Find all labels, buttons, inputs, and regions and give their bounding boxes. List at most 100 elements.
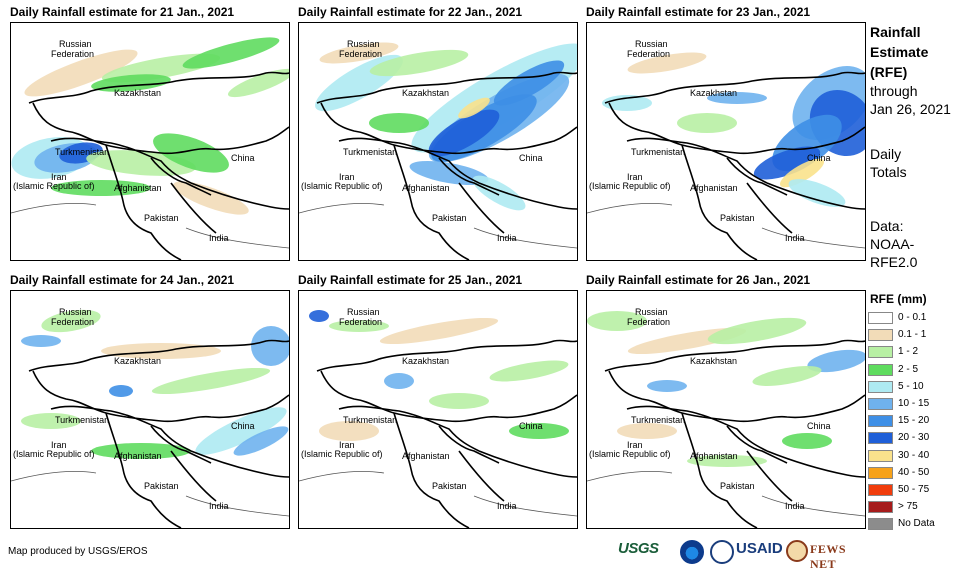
rainfall-area — [384, 373, 414, 389]
country-border — [587, 203, 673, 214]
rainfall-area — [24, 49, 138, 97]
legend-label: 5 - 10 — [898, 380, 924, 392]
country-border — [604, 71, 865, 104]
country-label: Afghanistan — [690, 183, 738, 193]
rainfall-area — [647, 380, 687, 392]
panel-25-jan: Daily Rainfall estimate for 25 Jan., 202… — [298, 271, 578, 529]
map-credit: Map produced by USGS/EROS — [8, 546, 148, 557]
country-border — [105, 144, 182, 260]
rainfall-area — [319, 421, 379, 441]
country-label: Kazakhstan — [114, 88, 161, 98]
totals-line: Daily — [870, 146, 902, 162]
rainfall-area — [21, 413, 81, 429]
rainfall-area — [409, 160, 489, 186]
country-label: Federation — [51, 49, 94, 59]
rainfall-area — [602, 95, 652, 111]
rainfall-area — [677, 113, 737, 133]
rainfall-map: Russian Federation Kazakhstan Turkmenistan C… — [586, 22, 866, 261]
country-border — [50, 405, 192, 452]
panel-23-jan: Daily Rainfall estimate for 23 Jan., 202… — [586, 3, 866, 261]
country-border — [150, 157, 212, 196]
noaa-logo — [680, 540, 704, 564]
country-border — [28, 339, 289, 372]
rainfall-area — [788, 179, 846, 207]
period-text: through Jan 26, 2021 — [870, 82, 951, 118]
country-border — [50, 137, 192, 184]
rainfall-map: Russian Federation Kazakhstan Turkmenistan C… — [298, 22, 578, 261]
country-border — [608, 102, 865, 155]
country-label: Turkmenistan — [343, 147, 397, 157]
logo-strip: USGS USAID FEWS NET — [618, 538, 864, 571]
rainfall-area — [472, 175, 526, 211]
panel-26-jan: Daily Rainfall estimate for 26 Jan., 202… — [586, 271, 866, 529]
legend-item: 0.1 - 1 — [868, 328, 963, 344]
country-label: Russian — [59, 307, 92, 317]
legend-title: RFE (mm) — [870, 292, 927, 306]
country-border — [28, 71, 289, 104]
legend-swatch — [868, 466, 893, 479]
rainfall-area — [752, 366, 822, 386]
rainfall-area — [369, 49, 469, 77]
country-label: China — [231, 421, 255, 431]
country-label: Iran — [339, 172, 355, 182]
legend-label: No Data — [898, 518, 935, 530]
totals-text: Daily Totals — [870, 145, 907, 181]
country-border — [438, 425, 500, 464]
panel-22-jan: Daily Rainfall estimate for 22 Jan., 202… — [298, 3, 578, 261]
country-label: (Islamic Republic of) — [589, 449, 671, 459]
legend-item: 2 - 5 — [868, 363, 963, 379]
country-label: (Islamic Republic of) — [589, 181, 671, 191]
rainfall-map: Russian Federation Kazakhstan Turkmenistan C… — [10, 290, 290, 529]
country-border — [338, 405, 480, 452]
country-label: Federation — [339, 49, 382, 59]
country-border — [438, 157, 500, 196]
rainfall-map: Russian Federation Kazakhstan Turkmenistan C… — [586, 290, 866, 529]
rainfall-area — [493, 60, 565, 106]
country-border — [604, 339, 865, 372]
rainfall-area — [707, 92, 767, 104]
legend-label: 50 - 75 — [898, 484, 930, 495]
rainfall-area — [428, 109, 500, 157]
rainfall-area — [309, 310, 329, 322]
country-label: Afghanistan — [114, 183, 162, 193]
legend-swatch — [868, 363, 893, 376]
country-label: Pakistan — [144, 481, 179, 491]
country-label: Russian — [347, 307, 380, 317]
country-label: Federation — [339, 317, 382, 327]
country-label: Federation — [627, 49, 670, 59]
rainfall-area — [151, 367, 271, 395]
rainfall-area — [627, 52, 707, 74]
country-label: Turkmenistan — [55, 147, 109, 157]
panel-title: Daily Rainfall estimate for 21 Jan., 202… — [10, 5, 235, 19]
country-border — [105, 412, 182, 528]
country-label: (Islamic Republic of) — [13, 181, 95, 191]
rainfall-map: Russian Federation Kazakhstan Turkmenistan C… — [10, 22, 290, 261]
rainfall-area — [319, 42, 399, 64]
rainfall-area — [153, 133, 229, 173]
rainfall-area — [227, 68, 289, 98]
rainfall-area — [251, 326, 289, 366]
data-source-line: RFE2.0 — [870, 254, 918, 270]
panel-24-jan: Daily Rainfall estimate for 24 Jan., 202… — [10, 271, 290, 529]
country-label: Kazakhstan — [114, 356, 161, 366]
legend-swatch — [868, 346, 893, 359]
legend-swatch — [868, 484, 893, 496]
country-border — [320, 102, 577, 155]
country-border — [458, 182, 505, 234]
product-title-line: Rainfall — [870, 24, 921, 40]
country-border — [320, 370, 577, 423]
country-border — [766, 450, 865, 478]
country-label: Afghanistan — [114, 451, 162, 461]
rainfall-area — [782, 433, 832, 449]
rainfall-area — [51, 180, 151, 196]
country-border — [316, 339, 577, 372]
country-label: Pakistan — [144, 213, 179, 223]
rainfall-area — [687, 455, 767, 467]
country-label: India — [785, 501, 805, 511]
period-line: Jan 26, 2021 — [870, 101, 951, 117]
country-label: India — [497, 501, 517, 511]
country-label: China — [231, 153, 255, 163]
